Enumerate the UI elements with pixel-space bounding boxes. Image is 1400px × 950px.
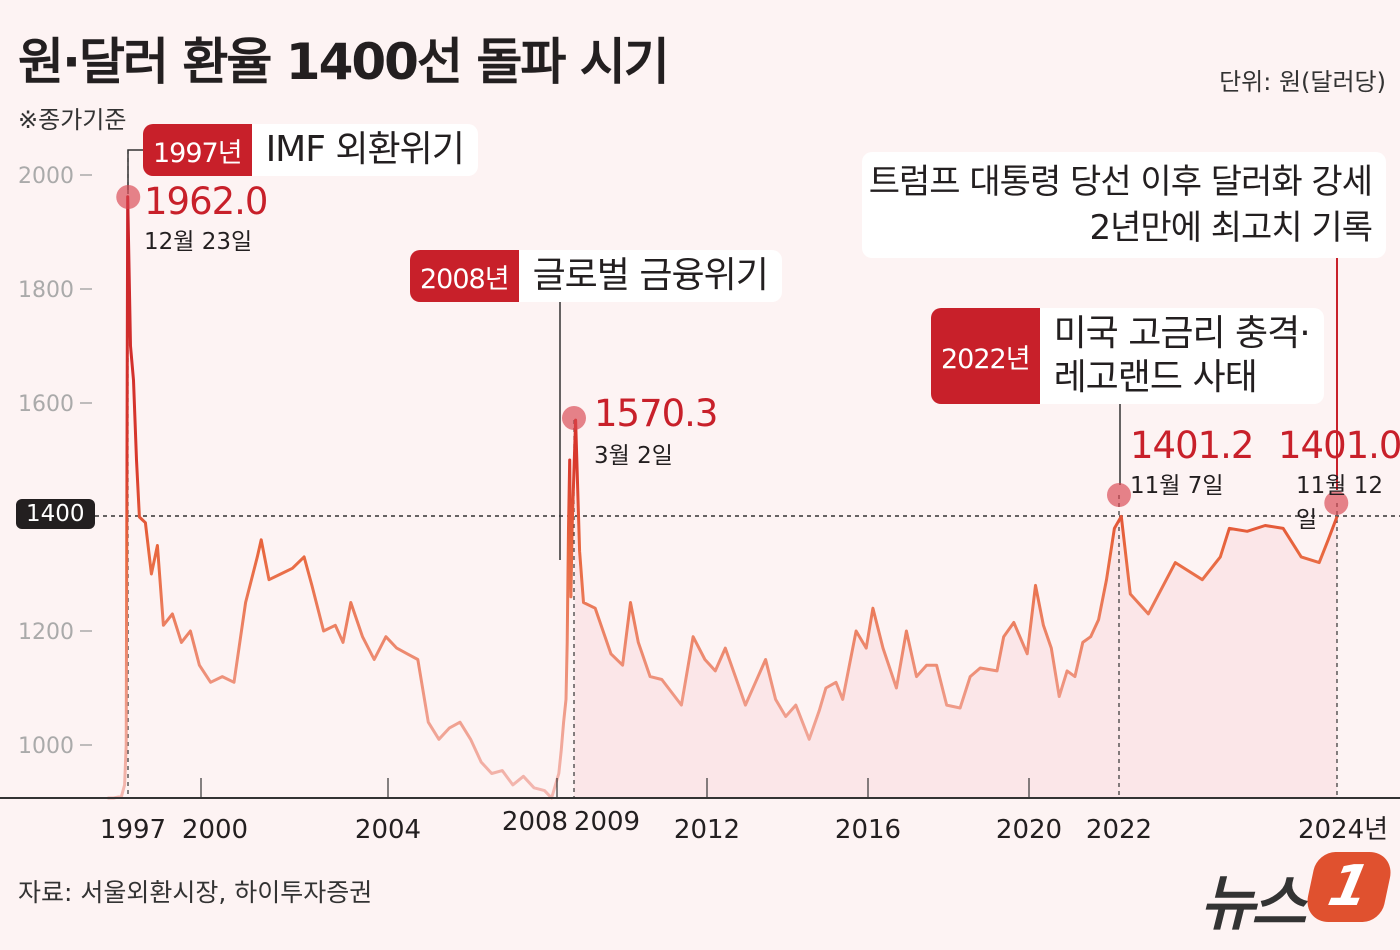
x-tick-label: 2022 xyxy=(1086,815,1152,845)
annotation-text: IMF 외환위기 xyxy=(265,129,465,170)
area-fill xyxy=(574,420,1338,798)
x-tick-label: 2000 xyxy=(182,815,248,845)
date-label: 11월 7일 xyxy=(1130,473,1224,499)
x-tick-label: 2020 xyxy=(996,815,1062,845)
x-tick-label: 2016 xyxy=(835,815,901,845)
x-tick-label: 2008 xyxy=(502,807,568,837)
annotation-text-2: 레고랜드 사태 xyxy=(1053,357,1258,398)
y-tick-label: 2000 xyxy=(18,164,74,189)
annotation-text: 트럼프 대통령 당선 이후 달러화 강세 xyxy=(868,162,1373,202)
reference-label: 1400 xyxy=(16,499,95,529)
logo-mark: 1 xyxy=(1302,852,1396,922)
source-label: 자료: 서울외환시장, 하이투자증권 xyxy=(18,878,373,907)
y-tick-label: 1600 xyxy=(18,392,74,417)
annotation-1997: 1997년 IMF 외환위기 xyxy=(143,124,478,176)
y-tick-label: 1800 xyxy=(18,278,74,303)
value-label: 1401.2 xyxy=(1130,424,1254,467)
y-tick-label: 1000 xyxy=(18,734,74,759)
annotation-year: 2022년 xyxy=(931,308,1040,404)
value-label: 1570.3 xyxy=(594,392,718,435)
unit-label: 단위: 원(달러당) xyxy=(1219,68,1386,96)
highlight-point xyxy=(1106,483,1131,507)
annotation-year: 1997년 xyxy=(143,124,252,176)
value-label: 1401.0 xyxy=(1278,424,1400,467)
annotation-2024: 트럼프 대통령 당선 이후 달러화 강세 2년만에 최고치 기록 xyxy=(862,152,1386,258)
annotation-2022: 2022년 미국 고금리 충격· 레고랜드 사태 xyxy=(931,308,1324,404)
x-tick-label: 1997 xyxy=(100,815,166,845)
annotation-2008: 2008년 글로벌 금융위기 xyxy=(410,250,782,302)
annotation-text: 글로벌 금융위기 xyxy=(532,255,769,296)
annotation-text: 미국 고금리 충격· xyxy=(1053,313,1311,354)
y-tick-label: 1200 xyxy=(18,620,74,645)
x-tick-label: 2012 xyxy=(674,815,740,845)
note-label: ※종가기준 xyxy=(18,106,127,134)
value-label: 1962.0 xyxy=(144,180,268,223)
annotation-year: 2008년 xyxy=(410,250,519,302)
connector-1997 xyxy=(127,149,143,190)
annotation-text-2: 2년만에 최고치 기록 xyxy=(1089,208,1373,248)
series-line xyxy=(107,195,1339,800)
x-tick-label: 2009 xyxy=(574,807,640,837)
x-tick-label: 2024년 xyxy=(1298,815,1388,845)
date-label: 12월 23일 xyxy=(144,229,253,255)
x-tick-label: 2004 xyxy=(355,815,421,845)
highlight-point xyxy=(1324,491,1349,515)
chart-title: 원·달러 환율 1400선 돌파 시기 xyxy=(18,33,670,91)
date-label: 11월 12일 xyxy=(1296,473,1384,533)
highlight-point xyxy=(561,406,586,430)
highlight-point xyxy=(116,185,141,209)
date-label: 3월 2일 xyxy=(594,443,673,469)
logo: 뉴스 xyxy=(1200,869,1306,939)
